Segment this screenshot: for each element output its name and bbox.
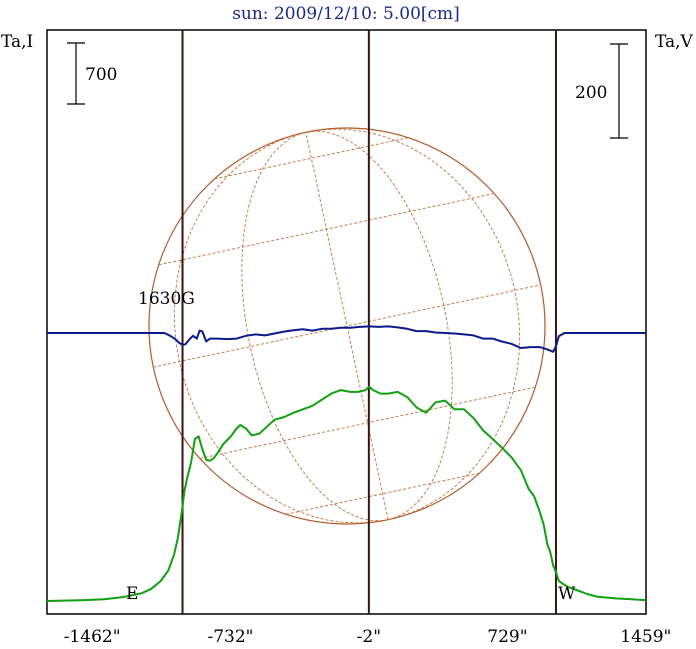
annotation-label: 1630G [138, 289, 195, 309]
disk-meridian [305, 132, 389, 520]
series-layer [46, 325, 646, 602]
x-tick-label: -732" [207, 627, 253, 647]
limb-lines [181, 30, 557, 614]
scale-bar-right [610, 43, 628, 139]
x-tick-labels: -1462" -732" -2" 729" 1459" [64, 627, 672, 647]
disk-parallel [214, 137, 409, 180]
chart-title: sun: 2009/12/10: 5.00[cm] [232, 4, 460, 24]
scale-bar-left-label: 700 [85, 65, 117, 85]
plot-frame [46, 29, 647, 615]
disk-parallel [158, 193, 495, 266]
disk-meridian [305, 130, 453, 521]
disk-meridian [305, 128, 521, 521]
series-intensity-line [46, 385, 646, 602]
scale-bar-left [67, 42, 85, 105]
solar-disk [148, 127, 546, 525]
disk-limb [148, 127, 546, 525]
x-tick-label: -2" [357, 627, 381, 647]
right-axis-label: Ta,V [655, 32, 694, 52]
x-tick-label: -1462" [64, 627, 121, 647]
scale-bar-right-label: 200 [575, 83, 607, 103]
disk-parallel [199, 386, 536, 459]
disk-parallel [153, 284, 541, 368]
x-tick-label: 729" [487, 627, 527, 647]
left-axis-label: Ta,I [1, 32, 33, 52]
x-tick-label: 1459" [620, 627, 671, 647]
series-polarization-line [47, 325, 646, 353]
disk-meridian [241, 131, 389, 522]
marker-east: E [126, 584, 138, 604]
marker-west: W [558, 584, 576, 604]
